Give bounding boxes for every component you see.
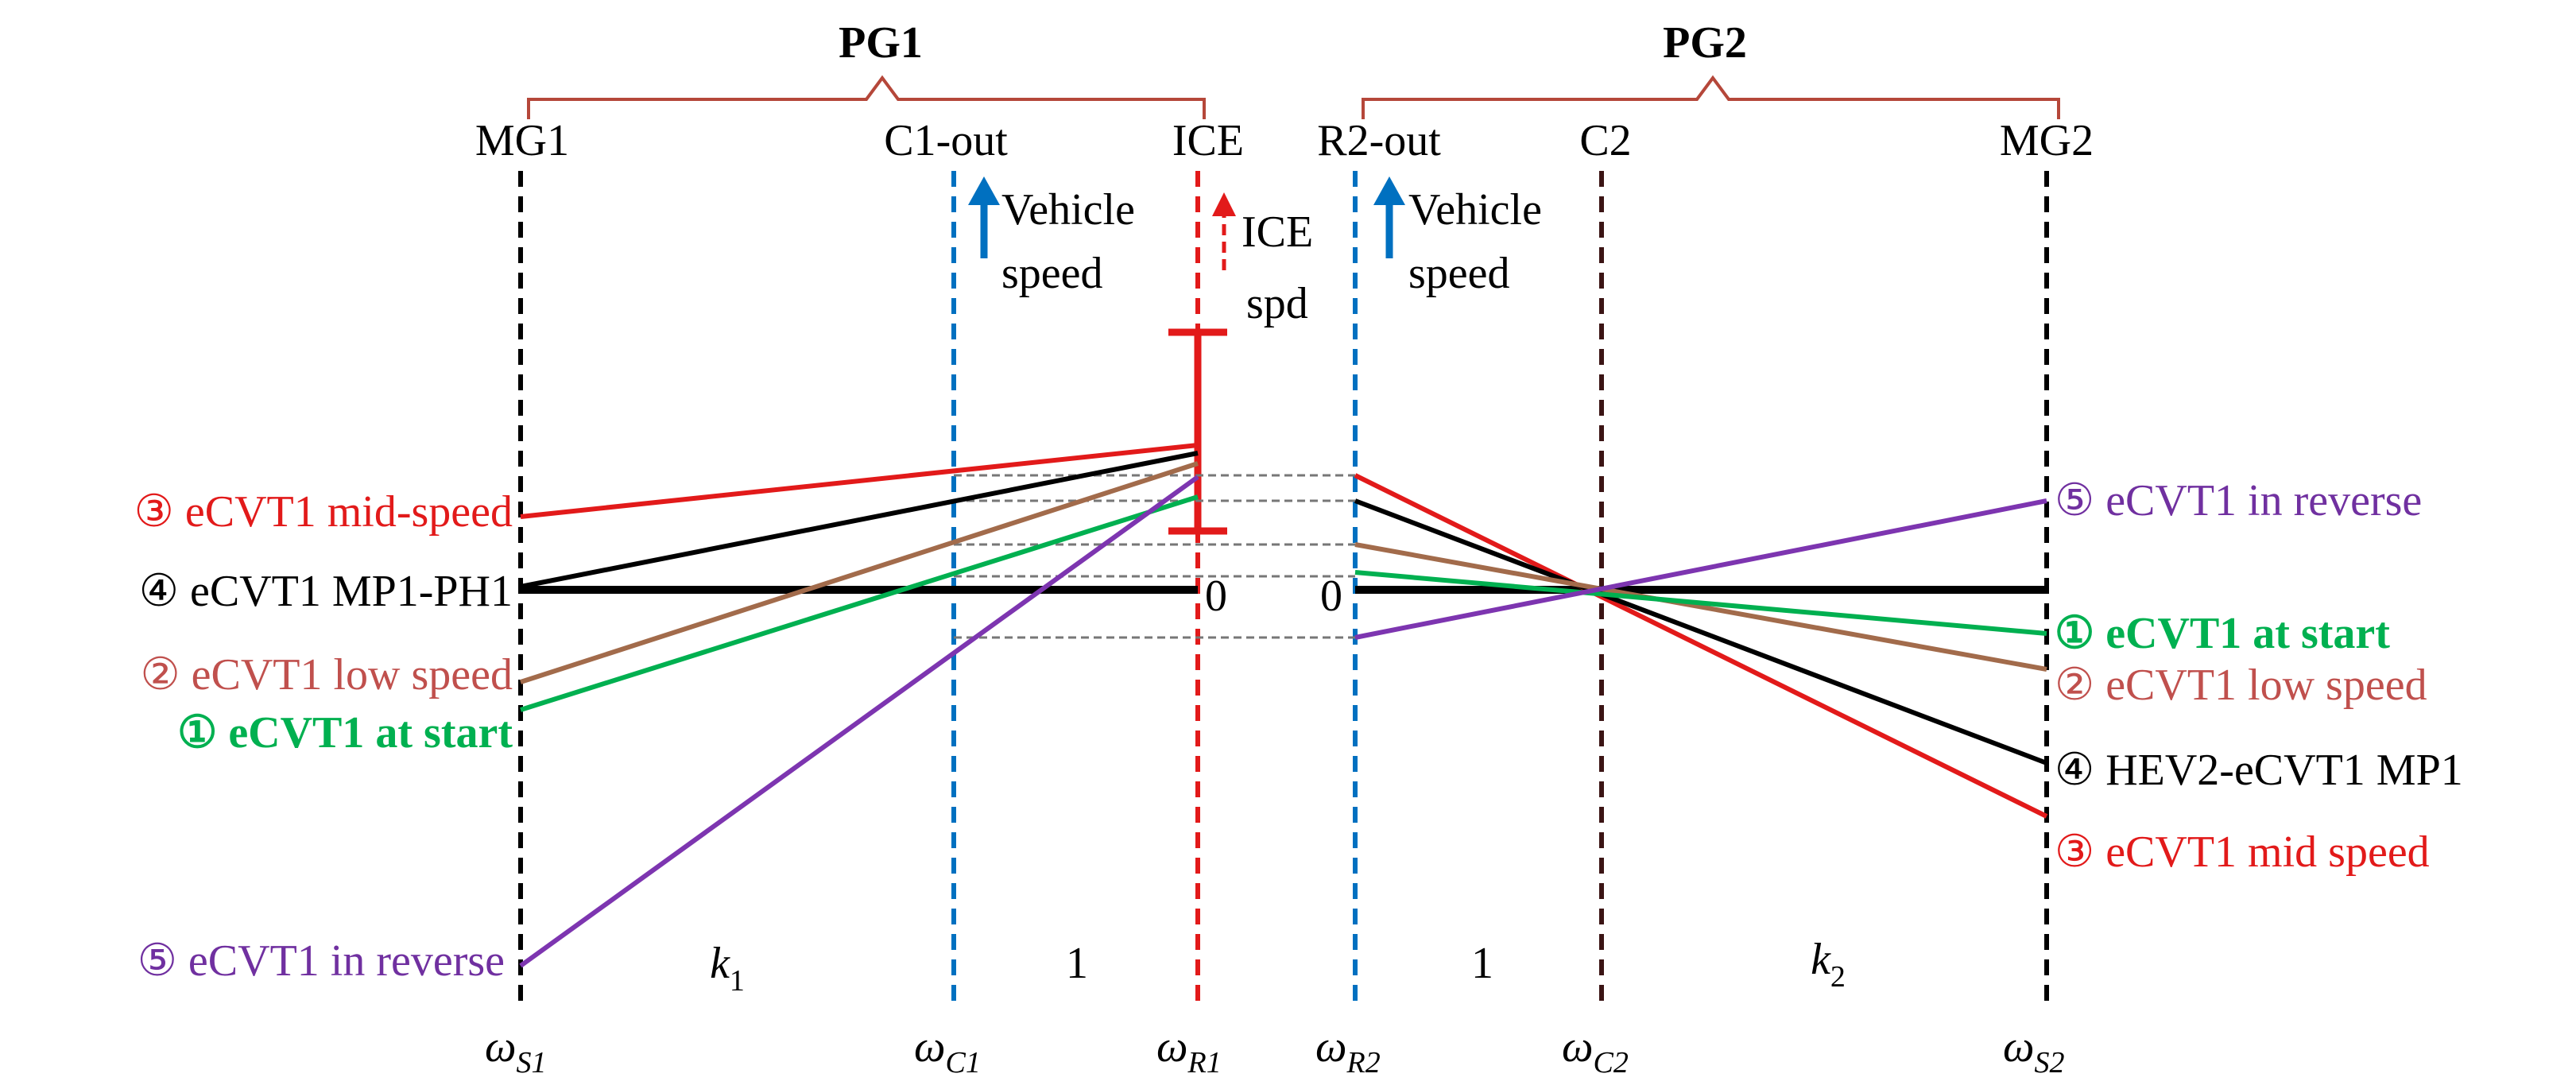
ratio-one-right: 1 bbox=[1471, 939, 1493, 988]
mode-label-right-low-speed: ② eCVT1 low speed bbox=[2055, 661, 2427, 710]
vehicle-speed-2-line2: speed bbox=[1408, 249, 1510, 298]
ice-speed-line1: ICE bbox=[1242, 207, 1313, 257]
zero-label-pg1: 0 bbox=[1205, 572, 1227, 621]
vehicle-speed-arrow-2 bbox=[1373, 176, 1405, 258]
pg1-label: PG1 bbox=[839, 18, 923, 68]
pg2-brace bbox=[1362, 75, 2060, 119]
mode-line-mp1-pg2 bbox=[1354, 498, 2048, 765]
projection-lines bbox=[954, 474, 1355, 639]
mode-label-right-mp1: ④ HEV2-eCVT1 MP1 bbox=[2055, 746, 2463, 795]
omega-s2-label: ωS2 bbox=[2003, 1022, 2065, 1079]
axis-mg2-label: MG2 bbox=[2000, 116, 2094, 165]
axis-ice-label: ICE bbox=[1172, 116, 1244, 165]
omega-r2-label: ωR2 bbox=[1315, 1022, 1381, 1079]
ratio-k2: k2 bbox=[1811, 935, 1846, 994]
mode-label-right-at-start: ① eCVT1 at start bbox=[2055, 609, 2390, 658]
axis-mg1-label: MG1 bbox=[475, 116, 569, 165]
ratio-one-left: 1 bbox=[1066, 939, 1088, 988]
omega-c2-label: ωC2 bbox=[1562, 1022, 1629, 1079]
mode-line-at-start-pg2 bbox=[1354, 570, 2047, 636]
omega-c1-label: ωC1 bbox=[914, 1022, 981, 1079]
pg2-label: PG2 bbox=[1663, 18, 1747, 68]
axis-c2-label: C2 bbox=[1579, 116, 1631, 165]
mode-label-left-at-start: ① eCVT1 at start bbox=[177, 708, 513, 758]
mode-label-left-low-speed: ② eCVT1 low speed bbox=[140, 650, 513, 700]
mode-line-reverse-pg1 bbox=[519, 475, 1199, 968]
mode-line-mp1-pg1 bbox=[520, 451, 1199, 589]
pg1-brace bbox=[527, 75, 1206, 119]
axis-r2-out-label: R2-out bbox=[1317, 116, 1441, 165]
zero-label-pg2: 0 bbox=[1320, 572, 1342, 621]
mode-line-low-speed-pg2 bbox=[1354, 542, 2047, 672]
ice-speed-line2: spd bbox=[1246, 279, 1308, 328]
omega-s1-label: ωS1 bbox=[485, 1022, 547, 1079]
mode-label-left-mid-speed: ③ eCVT1 mid-speed bbox=[134, 487, 513, 537]
mode-line-mid-speed-pg1 bbox=[520, 443, 1199, 519]
mode-label-right-mid-speed: ③ eCVT1 mid speed bbox=[2055, 827, 2430, 877]
vehicle-speed-2-line1: Vehicle bbox=[1408, 185, 1542, 234]
vehicle-speed-1-line1: Vehicle bbox=[1001, 185, 1135, 234]
ratio-k1: k1 bbox=[710, 939, 745, 998]
mode-line-low-speed-pg1 bbox=[520, 461, 1199, 684]
mode-label-left-reverse: ⑤ eCVT1 in reverse bbox=[138, 936, 505, 986]
vehicle-speed-1-line2: speed bbox=[1001, 249, 1103, 298]
axis-c1-out-label: C1-out bbox=[884, 116, 1008, 165]
vehicle-speed-arrow-1 bbox=[968, 176, 1000, 258]
mode-line-reverse-pg2 bbox=[1354, 498, 2047, 640]
ice-speed-arrow bbox=[1212, 192, 1236, 270]
mode-label-right-reverse: ⑤ eCVT1 in reverse bbox=[2055, 476, 2422, 525]
mode-line-at-start-pg1 bbox=[520, 494, 1199, 712]
mode-line-mid-speed-pg2 bbox=[1354, 473, 2048, 819]
omega-r1-label: ωR1 bbox=[1156, 1022, 1222, 1079]
mode-label-left-mp1: ④ eCVT1 MP1-PH1 bbox=[139, 567, 513, 616]
